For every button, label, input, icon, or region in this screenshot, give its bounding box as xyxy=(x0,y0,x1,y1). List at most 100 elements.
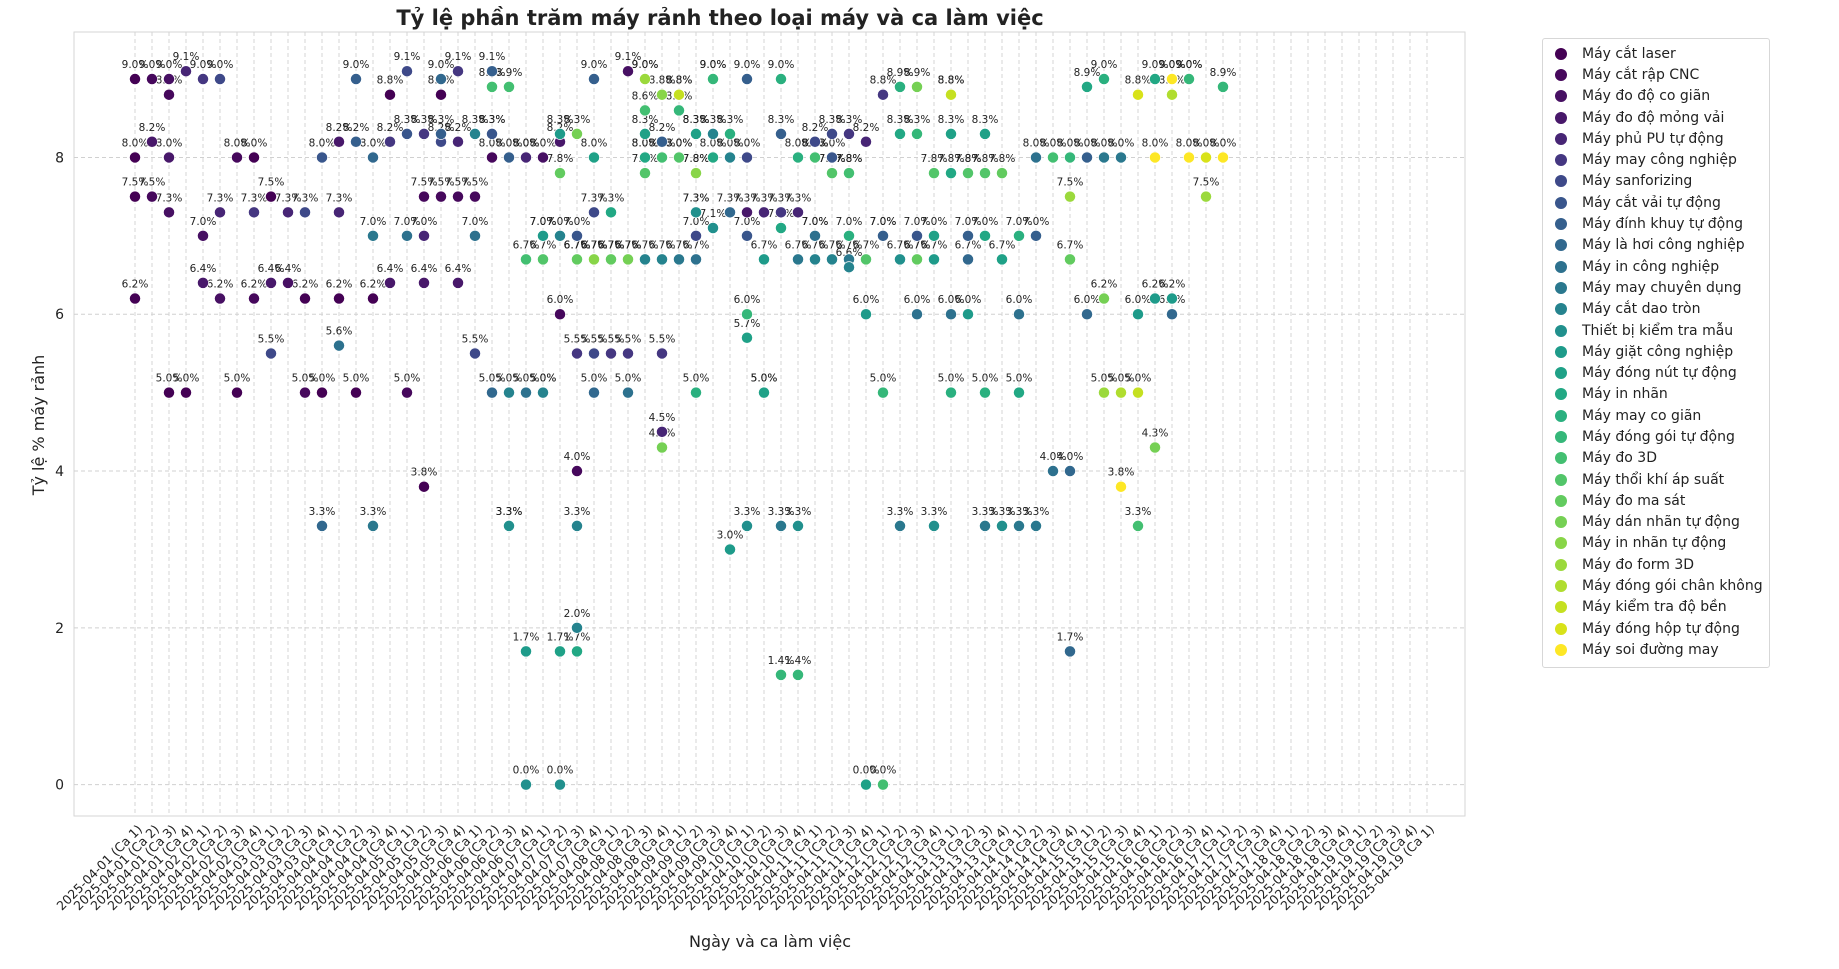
legend-label: Máy in nhãn xyxy=(1582,386,1668,403)
legend-marker xyxy=(1555,303,1567,316)
data-point xyxy=(639,73,651,85)
data-label: 5.0% xyxy=(292,373,319,385)
data-point xyxy=(724,206,736,219)
data-label: 8.2% xyxy=(649,122,676,134)
data-label: 7.0% xyxy=(360,216,387,228)
data-label: 6.2% xyxy=(360,279,387,291)
data-point xyxy=(571,621,583,634)
data-point xyxy=(962,229,974,242)
data-point xyxy=(962,308,974,321)
data-point xyxy=(894,253,906,266)
data-label: 7.3% xyxy=(683,192,710,204)
data-point xyxy=(911,80,923,93)
data-point xyxy=(724,151,736,164)
data-point xyxy=(571,519,583,532)
data-label: 7.5% xyxy=(445,177,472,189)
data-label: 6.4% xyxy=(190,263,217,275)
data-label: 9.0% xyxy=(428,59,455,71)
data-point xyxy=(741,519,753,532)
data-point xyxy=(503,519,515,532)
data-label: 5.0% xyxy=(479,373,506,385)
data-point xyxy=(792,253,804,266)
data-point xyxy=(1098,292,1110,305)
data-label: 8.8% xyxy=(1125,75,1152,87)
legend-item: Máy đính khuy tự động xyxy=(1543,213,1769,234)
data-label: 8.3% xyxy=(683,114,710,126)
data-label: 7.0% xyxy=(921,216,948,228)
data-point xyxy=(554,308,566,321)
legend-marker xyxy=(1555,111,1567,124)
data-label: 5.6% xyxy=(326,326,353,338)
data-label: 5.0% xyxy=(496,373,523,385)
data-label: 8.3% xyxy=(547,114,574,126)
data-point xyxy=(775,127,787,140)
data-label: 9.1% xyxy=(615,51,642,63)
grid-lines xyxy=(74,32,1465,816)
data-label: 8.0% xyxy=(360,137,387,149)
data-point xyxy=(537,151,549,164)
data-label: 6.2% xyxy=(1142,279,1169,291)
data-point xyxy=(486,386,498,399)
data-point xyxy=(775,206,787,219)
data-point xyxy=(945,88,957,101)
data-point xyxy=(384,88,396,101)
data-label: 8.3% xyxy=(632,114,659,126)
data-label: 6.0% xyxy=(938,294,965,306)
legend-item: Máy dán nhãn tự động xyxy=(1543,512,1769,533)
data-label: 9.0% xyxy=(700,59,727,71)
data-point xyxy=(843,167,855,180)
data-label: 9.0% xyxy=(1091,59,1118,71)
data-label: 3.8% xyxy=(411,467,438,479)
legend-marker xyxy=(1555,281,1567,294)
data-point xyxy=(826,167,838,180)
data-point xyxy=(979,519,991,532)
data-point xyxy=(690,206,702,219)
y-tick-label: 8 xyxy=(55,150,64,166)
data-label: 8.0% xyxy=(700,137,727,149)
data-label: 1.7% xyxy=(547,631,574,643)
data-point xyxy=(214,292,226,305)
data-label: 8.9% xyxy=(1210,67,1237,79)
legend-marker xyxy=(1555,494,1567,507)
data-point xyxy=(333,206,345,219)
data-point xyxy=(792,519,804,532)
data-point xyxy=(605,206,617,219)
data-label: 7.3% xyxy=(683,192,710,204)
data-label: 6.7% xyxy=(649,239,676,251)
legend-label: Thiết bị kiểm tra mẫu xyxy=(1582,322,1734,339)
data-point xyxy=(1064,645,1076,658)
legend-item: Máy đóng gói chân không xyxy=(1543,575,1769,596)
legend-label: Máy cắt laser xyxy=(1582,45,1676,62)
legend-marker xyxy=(1555,367,1567,380)
data-point xyxy=(1030,519,1042,532)
data-label: 5.0% xyxy=(1108,373,1135,385)
data-point xyxy=(690,229,702,242)
data-label: 9.0% xyxy=(207,59,234,71)
data-label: 7.0% xyxy=(1006,216,1033,228)
data-label: 1.4% xyxy=(785,655,812,667)
data-label: 7.3% xyxy=(581,192,608,204)
legend-label: Máy dán nhãn tự động xyxy=(1582,514,1740,531)
data-point xyxy=(741,331,753,344)
data-point xyxy=(656,135,668,148)
data-point xyxy=(571,347,583,360)
data-label: 7.3% xyxy=(292,192,319,204)
data-point xyxy=(860,253,872,266)
data-point xyxy=(1149,151,1161,164)
data-label: 8.3% xyxy=(411,114,438,126)
data-label: 9.0% xyxy=(1159,59,1186,71)
data-point xyxy=(928,229,940,242)
data-label: 9.1% xyxy=(173,51,200,63)
data-label: 3.3% xyxy=(785,506,812,518)
legend-marker xyxy=(1555,47,1567,60)
data-point xyxy=(639,253,651,266)
data-point xyxy=(299,206,311,219)
data-point xyxy=(588,206,600,219)
data-point xyxy=(248,151,260,164)
data-label: 8.3% xyxy=(462,114,489,126)
data-label: 7.0% xyxy=(870,216,897,228)
data-label: 6.4% xyxy=(411,263,438,275)
legend-marker xyxy=(1555,154,1567,167)
data-label: 3.3% xyxy=(887,506,914,518)
legend-marker xyxy=(1555,90,1567,103)
